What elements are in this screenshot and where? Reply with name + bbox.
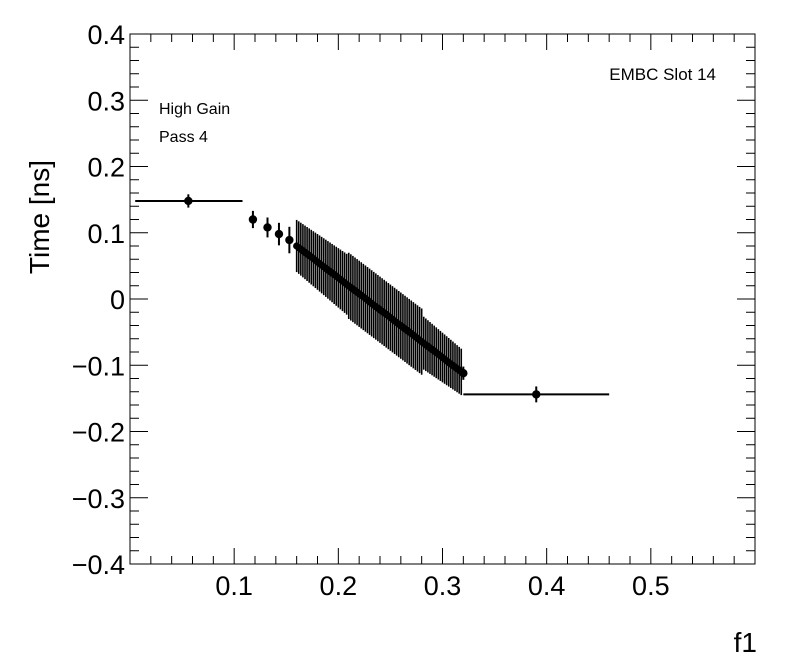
axis-tick-labels: 0.1 0.2 0.3 0.4 0.5 −0.4 −0.3 −0.2 −0.1 0 0.1 0.2 0.… bbox=[72, 20, 670, 601]
y-tick-label: −0.2 bbox=[72, 418, 125, 448]
y-tick-label: −0.1 bbox=[72, 351, 125, 381]
x-tick-label: 0.5 bbox=[632, 571, 670, 601]
data-point bbox=[135, 194, 243, 208]
data-point bbox=[274, 222, 284, 246]
x-tick-label: 0.4 bbox=[528, 571, 566, 601]
axis-ticks bbox=[129, 33, 756, 565]
gain-annotation: High Gain bbox=[159, 101, 230, 118]
x-tick-label: 0.2 bbox=[320, 571, 358, 601]
slot-annotation: EMBC Slot 14 bbox=[609, 65, 716, 84]
y-tick-label: 0.4 bbox=[87, 20, 125, 50]
y-tick-label: −0.4 bbox=[72, 550, 125, 580]
y-tick-label: −0.3 bbox=[72, 484, 125, 514]
data-marks bbox=[135, 194, 610, 403]
data-point bbox=[459, 366, 468, 380]
y-tick-label: 0 bbox=[110, 285, 125, 315]
data-point bbox=[285, 226, 294, 254]
y-tick-label: 0.3 bbox=[87, 86, 125, 116]
x-tick-label: 0.3 bbox=[424, 571, 462, 601]
y-tick-label: 0.1 bbox=[87, 219, 125, 249]
data-point bbox=[248, 210, 258, 229]
data-point bbox=[263, 217, 272, 238]
data-point bbox=[463, 386, 610, 403]
x-tick-label: 0.1 bbox=[215, 571, 253, 601]
y-axis-label: Time [ns] bbox=[24, 160, 55, 274]
x-axis-label: f1 bbox=[734, 627, 757, 658]
y-tick-label: 0.2 bbox=[87, 153, 125, 183]
pass-annotation: Pass 4 bbox=[159, 129, 208, 146]
